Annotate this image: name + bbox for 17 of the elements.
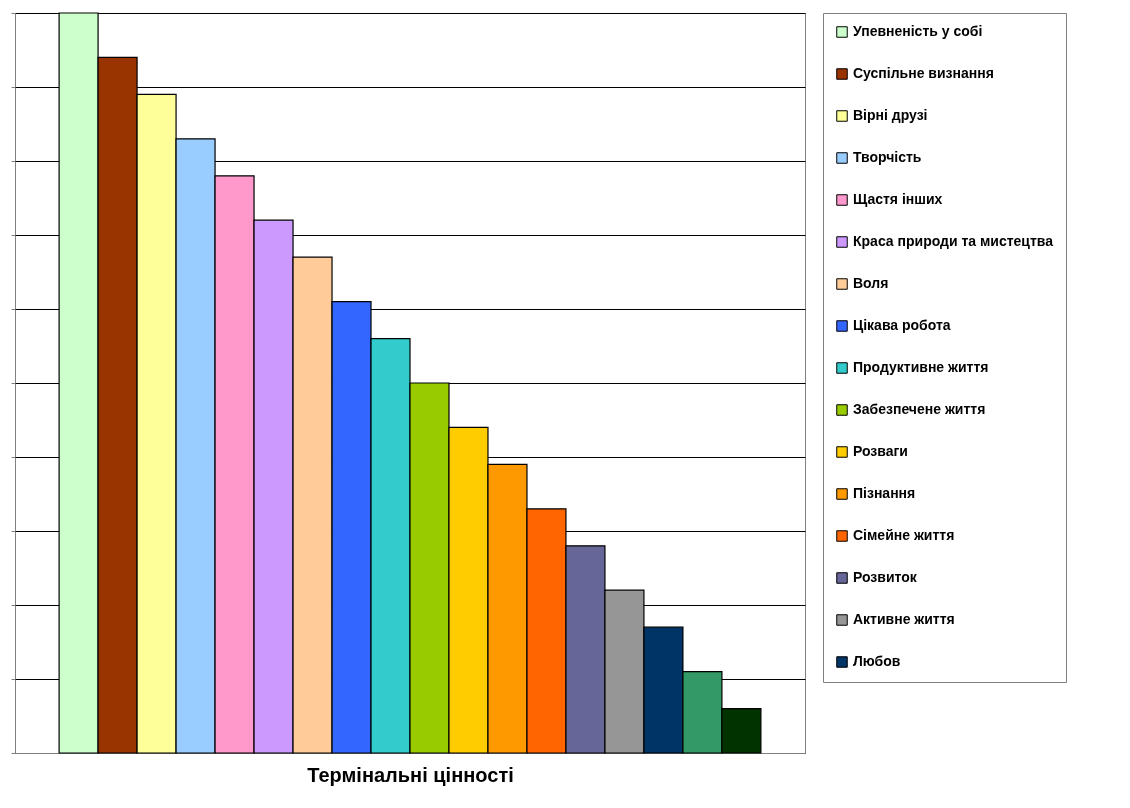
legend-label: Розвиток [853, 569, 918, 585]
legend-label: Воля [853, 275, 889, 291]
legend-label: Творчість [853, 149, 922, 165]
legend-label: Щастя інших [853, 191, 943, 207]
x-axis-title: Термінальні цінності [307, 763, 514, 786]
legend-label: Любов [853, 653, 901, 669]
legend-label: Забезпечене життя [853, 401, 986, 417]
legend-label: Краса природи та мистецтва [853, 233, 1054, 249]
legend-label: Пізнання [853, 485, 916, 501]
legend-label: Цікава робота [853, 317, 951, 333]
legend-label: Вірні друзі [853, 107, 928, 123]
legend-label: Суспільне визнання [853, 65, 994, 81]
legend-label: Розваги [853, 443, 908, 459]
legend-label: Продуктивне життя [853, 359, 989, 375]
legend-label: Сімейне життя [853, 527, 955, 543]
legend-label: Упевненість у собі [853, 23, 983, 39]
legend-label: Активне життя [853, 611, 955, 627]
